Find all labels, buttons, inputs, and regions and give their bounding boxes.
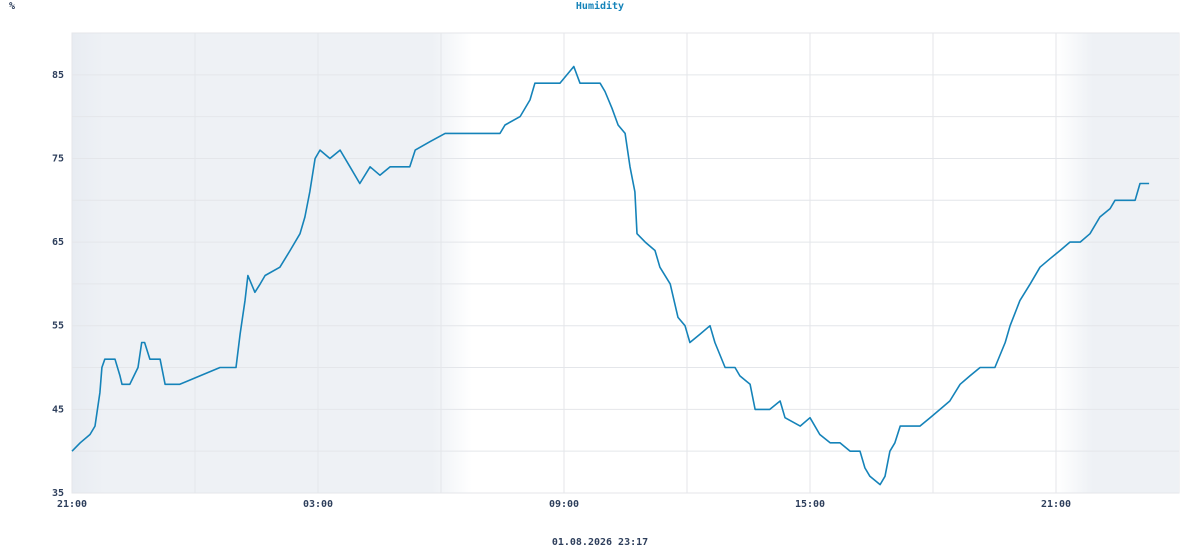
night-shade	[1056, 33, 1179, 493]
timestamp: 01.08.2026 23:17	[552, 537, 648, 548]
x-tick-label: 15:00	[795, 499, 825, 510]
x-tick-label: 09:00	[549, 499, 579, 510]
y-unit: %	[9, 1, 15, 12]
y-tick-label: 35	[52, 488, 64, 499]
x-tick-label: 21:00	[1041, 499, 1071, 510]
y-tick-label: 75	[52, 153, 64, 164]
y-tick-label: 65	[52, 237, 64, 248]
night-shade	[72, 33, 472, 493]
y-tick-label: 45	[52, 404, 64, 415]
data-line	[71, 65, 1150, 486]
x-tick-label: 03:00	[303, 499, 333, 510]
y-tick-label: 55	[52, 321, 64, 332]
grid	[71, 32, 1179, 494]
y-tick-label: 85	[52, 70, 64, 81]
x-tick-label: 21:00	[57, 499, 87, 510]
chart-title: Humidity	[576, 0, 624, 12]
